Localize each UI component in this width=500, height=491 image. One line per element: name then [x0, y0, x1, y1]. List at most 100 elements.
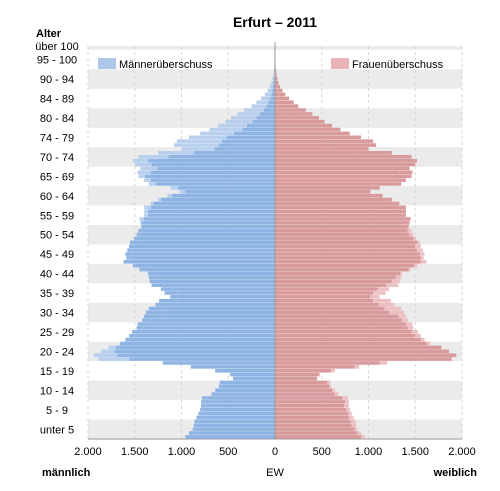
bar-male-surplus [147, 271, 150, 276]
bar-female [275, 415, 349, 420]
bar-male-surplus [200, 407, 204, 412]
bar-male [215, 392, 275, 396]
bar-male [135, 263, 275, 268]
bar-male [273, 81, 275, 85]
bar-female [275, 260, 421, 264]
bar-male [163, 283, 275, 287]
bar-female [275, 435, 362, 439]
bar-female [275, 170, 400, 175]
bar-female [275, 221, 409, 225]
bar-female [275, 423, 352, 428]
bar-male-surplus [136, 232, 141, 237]
age-group-tick-labels: unter 5 5 - 9 10 - 14 15 - 19 20 - 24 25 - 29… [35, 41, 78, 436]
bar-female [275, 322, 406, 326]
bar-female [275, 248, 418, 252]
x-tick-label: 1.000 [355, 446, 383, 458]
bar-male-surplus [148, 306, 166, 311]
bar-male-surplus-mirror [386, 283, 399, 287]
bar-female [275, 271, 401, 276]
bar-male-surplus-mirror [373, 291, 386, 295]
bar-male-surplus [155, 302, 172, 307]
bar-female [275, 337, 421, 342]
bar-female [275, 193, 378, 198]
bar-female-surplus [279, 96, 290, 101]
bar-male-surplus-mirror [414, 263, 418, 268]
bar-male [204, 400, 275, 404]
bar-female [275, 396, 343, 400]
bar-female-surplus-mirror [244, 108, 264, 112]
bar-male [129, 260, 275, 264]
bar-female-surplus-mirror [138, 154, 169, 159]
bar-female-surplus-mirror [251, 104, 267, 108]
bar-female [275, 256, 421, 260]
bar-female-surplus [307, 127, 341, 132]
bar-male [114, 349, 276, 354]
bar-male [217, 388, 275, 392]
bar-male-surplus [196, 415, 202, 420]
age-group-label: 74 - 79 [40, 132, 74, 144]
bar-female [275, 318, 403, 322]
bar-female [275, 92, 279, 97]
bar-female-surplus [275, 73, 277, 77]
bar-male [165, 306, 275, 311]
bar-female-surplus-mirror [150, 201, 154, 206]
bar-male [144, 322, 275, 326]
bar-male-surplus [145, 310, 161, 315]
bar-male-surplus-mirror [400, 271, 403, 276]
bar-male-surplus [188, 431, 193, 435]
bar-male-surplus [159, 298, 177, 303]
age-group-label: 20 - 24 [40, 346, 74, 358]
bar-male-surplus-mirror [420, 337, 425, 342]
bar-male [198, 423, 275, 428]
bar-male [150, 178, 275, 182]
bar-female [275, 100, 282, 105]
bar-male [263, 108, 275, 112]
bar-male [271, 92, 275, 97]
bar-male-surplus [194, 419, 200, 424]
age-group-label: 35 - 39 [40, 288, 74, 300]
age-group-label: 45 - 49 [40, 249, 74, 261]
bar-female [275, 419, 351, 424]
bar-male [176, 291, 275, 295]
bar-male-surplus [201, 403, 206, 408]
bar-male-surplus [160, 287, 173, 291]
bar-female-surplus-mirror [144, 205, 151, 210]
bar-male-surplus [202, 396, 208, 400]
bar-female-surplus-mirror [273, 69, 275, 73]
bar-male [155, 182, 275, 186]
bar-male [140, 232, 275, 237]
bar-male [170, 361, 275, 365]
bar-male-surplus [215, 388, 218, 392]
bar-female [275, 295, 371, 299]
bar-male-surplus-mirror [331, 368, 335, 373]
bar-male-surplus [142, 318, 148, 322]
bar-male [195, 365, 275, 369]
age-group-label: 80 - 84 [40, 113, 74, 125]
bar-male-surplus [151, 283, 164, 287]
bar-male [130, 252, 275, 256]
bar-female [275, 384, 330, 389]
bar-female [275, 267, 409, 272]
bar-female-surplus-mirror [181, 147, 215, 151]
bar-female-surplus-mirror [148, 182, 156, 186]
bar-female-surplus [356, 151, 392, 155]
bar-female-surplus-mirror [138, 174, 146, 178]
bar-male-surplus-mirror [379, 361, 388, 365]
bar-male-surplus-mirror [409, 232, 414, 237]
bar-male [268, 100, 275, 105]
bar-male-surplus-mirror [417, 240, 420, 245]
bar-male-surplus [164, 291, 177, 295]
bar-female-surplus-mirror [170, 186, 178, 190]
age-group-label: über 100 [35, 41, 78, 53]
x-tick-label: 500 [219, 446, 237, 458]
bar-female [275, 81, 277, 85]
bar-male-surplus [132, 263, 136, 268]
bar-female-surplus [399, 205, 406, 210]
bar-female [275, 357, 421, 361]
bar-female [275, 174, 405, 178]
bar-male [142, 228, 275, 233]
bar-male [160, 310, 275, 315]
bar-female [275, 349, 436, 354]
bar-male [179, 295, 275, 299]
x-axis-tick-labels: 2.000 1.500 1.000 500 0 500 1.000 1.500 2.000 [74, 446, 476, 458]
